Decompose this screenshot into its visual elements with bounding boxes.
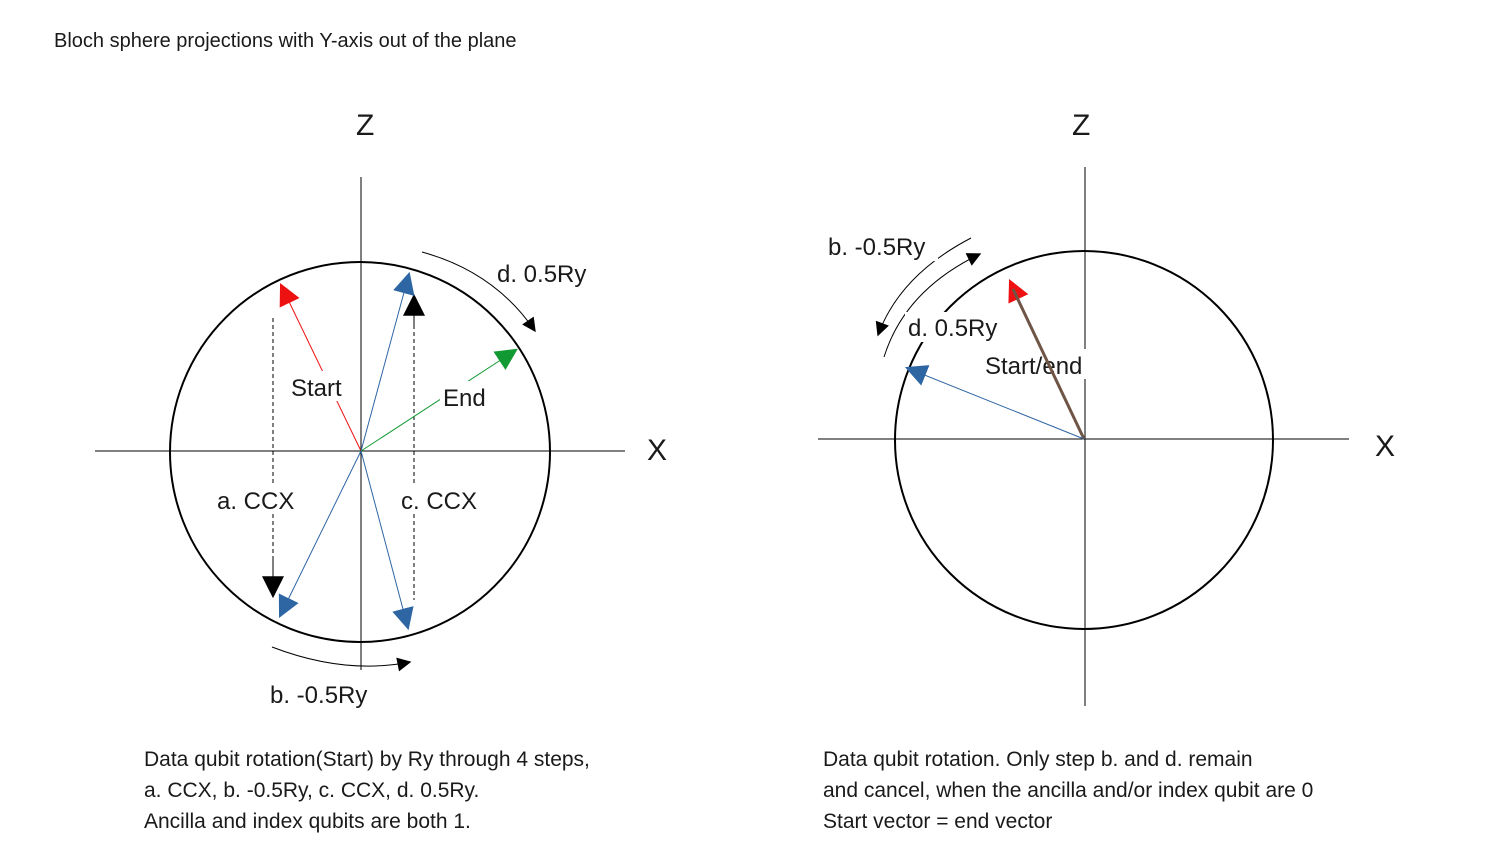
right-arc-d xyxy=(883,253,982,358)
left-start-label-bg xyxy=(288,371,350,401)
right-start-end-label-bg xyxy=(982,349,1094,379)
left-caption-line-3: Ancilla and index qubits are both 1. xyxy=(144,810,471,833)
right-start-end-label: Start/end xyxy=(985,353,1082,380)
left-step-c-bg xyxy=(398,484,488,514)
left-end-label-bg xyxy=(440,381,494,411)
left-arc-b xyxy=(271,646,412,672)
left-z-label: Z xyxy=(356,109,374,142)
right-step-d-bg xyxy=(905,312,1009,342)
left-step-d-label: d. 0.5Ry xyxy=(497,261,586,288)
left-end-vector xyxy=(360,348,518,452)
left-step-a-bg xyxy=(214,484,304,514)
left-step-b-label: b. -0.5Ry xyxy=(270,682,367,709)
right-caption-line-1: Data qubit rotation. Only step b. and d.… xyxy=(823,748,1253,771)
left-step-c-label: c. CCX xyxy=(401,488,477,515)
right-step-d-label: d. 0.5Ry xyxy=(908,315,997,342)
left-blue-vector-up xyxy=(360,271,415,452)
diagram-title: Bloch sphere projections with Y-axis out… xyxy=(54,30,517,52)
right-z-label: Z xyxy=(1072,109,1090,142)
right-caption-line-2: and cancel, when the ancilla and/or inde… xyxy=(823,779,1313,802)
left-end-label: End xyxy=(443,385,486,412)
left-arc-d xyxy=(421,251,536,333)
right-start-end-vector xyxy=(1011,288,1086,440)
left-blue-vector-c xyxy=(360,450,414,631)
right-x-label: X xyxy=(1375,430,1395,463)
right-step-b-label: b. -0.5Ry xyxy=(828,234,925,261)
left-start-label: Start xyxy=(291,375,342,402)
left-caption-line-1: Data qubit rotation(Start) by Ry through… xyxy=(144,748,590,771)
left-caption-line-2: a. CCX, b. -0.5Ry, c. CCX, d. 0.5Ry. xyxy=(144,779,479,802)
left-start-vector xyxy=(279,283,362,452)
left-bloch-panel: Z X Start End a. CCX c. CCX d. 0.5Ry b. … xyxy=(95,109,667,833)
left-step-a-label: a. CCX xyxy=(217,488,294,515)
left-blue-vector-a xyxy=(278,450,362,618)
right-arc-b xyxy=(875,237,972,337)
left-bloch-circle xyxy=(169,261,551,643)
left-x-label: X xyxy=(647,434,667,467)
right-step-b-bg xyxy=(826,231,938,261)
right-bloch-circle xyxy=(894,250,1274,630)
right-bloch-panel: Z X Start/end b. -0.5Ry d. 0.5Ry Data qu… xyxy=(818,109,1395,833)
right-blue-vector xyxy=(904,365,1085,440)
right-caption-line-3: Start vector = end vector xyxy=(823,810,1052,833)
